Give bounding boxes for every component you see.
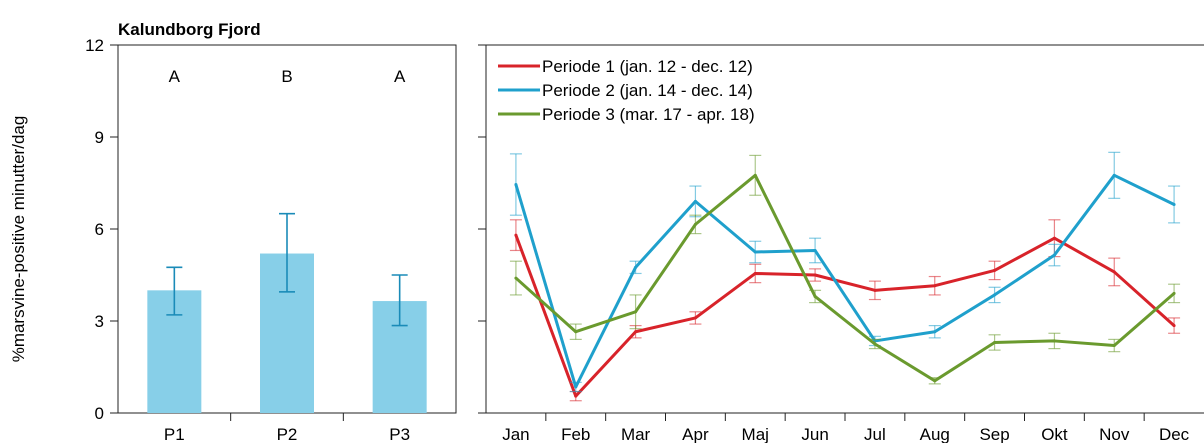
data-point — [813, 273, 817, 277]
bar-chart-panel: Kalundborg Fjord %marsvine-positive minut… — [9, 20, 457, 443]
data-point — [933, 330, 937, 334]
x-tick-label: Feb — [561, 425, 590, 443]
legend-label: Periode 2 (jan. 14 - dec. 14) — [542, 81, 753, 100]
data-point — [1112, 173, 1116, 177]
y-tick-label: 3 — [95, 312, 104, 331]
data-point — [1112, 270, 1116, 274]
x-tick-label: Jul — [864, 425, 886, 443]
x-tick-label: Apr — [682, 425, 709, 443]
x-tick-label: Mar — [621, 425, 651, 443]
data-point — [514, 276, 518, 280]
data-point — [1052, 339, 1056, 343]
data-point — [634, 265, 638, 269]
data-point — [693, 222, 697, 226]
y-tick-label: 6 — [95, 220, 104, 239]
data-point — [753, 271, 757, 275]
x-tick-label: Nov — [1099, 425, 1130, 443]
line-chart-panel: Jan Feb Mar Apr Maj Jun Jul Aug Sep Okt Nov Dec Peri… — [478, 44, 1204, 443]
x-tick-label: Maj — [742, 425, 769, 443]
data-point — [753, 250, 757, 254]
data-point — [1052, 236, 1056, 240]
x-tick-label: P3 — [389, 425, 410, 443]
data-point — [933, 284, 937, 288]
data-point — [574, 330, 578, 334]
chart-title: Kalundborg Fjord — [118, 20, 261, 39]
series-line — [514, 173, 1175, 389]
data-point — [753, 173, 757, 177]
legend: Periode 1 (jan. 12 - dec. 12) Periode 2 (… — [498, 57, 755, 124]
data-point — [1172, 202, 1176, 206]
data-point — [1172, 324, 1176, 328]
group-letter: A — [394, 67, 406, 86]
data-point — [1112, 344, 1116, 348]
legend-label: Periode 1 (jan. 12 - dec. 12) — [542, 57, 753, 76]
x-tick-label: P1 — [164, 425, 185, 443]
data-point — [574, 385, 578, 389]
series-line — [514, 234, 1176, 398]
series-line — [514, 173, 1176, 383]
data-point — [1052, 253, 1056, 257]
y-tick-label: 0 — [95, 404, 104, 423]
x-tick-label: Aug — [920, 425, 950, 443]
series-3 — [509, 154, 1181, 385]
group-letter: B — [281, 67, 292, 86]
data-point — [634, 310, 638, 314]
y-axis-label: %marsvine-positive minutter/dag — [9, 116, 28, 363]
data-point — [1172, 291, 1176, 295]
data-point — [993, 340, 997, 344]
y-tick-label: 12 — [85, 36, 104, 55]
series-2 — [509, 151, 1181, 393]
x-tick-label: Sep — [979, 425, 1009, 443]
data-point — [634, 330, 638, 334]
x-tick-label: P2 — [277, 425, 298, 443]
y-tick-label: 9 — [95, 128, 104, 147]
x-tick-label: Jun — [801, 425, 828, 443]
data-point — [993, 293, 997, 297]
series-1 — [509, 219, 1181, 402]
x-tick-label: Jan — [502, 425, 529, 443]
data-point — [993, 268, 997, 272]
data-point — [813, 294, 817, 298]
x-tick-label: Dec — [1159, 425, 1190, 443]
legend-label: Periode 3 (mar. 17 - apr. 18) — [542, 105, 755, 124]
data-point — [514, 233, 518, 237]
data-point — [813, 248, 817, 252]
data-point — [933, 379, 937, 383]
data-point — [514, 183, 518, 187]
data-point — [873, 342, 877, 346]
data-point — [693, 199, 697, 203]
data-point — [873, 288, 877, 292]
data-point — [574, 394, 578, 398]
group-letter: A — [169, 67, 181, 86]
data-point — [693, 316, 697, 320]
x-tick-label: Okt — [1041, 425, 1068, 443]
